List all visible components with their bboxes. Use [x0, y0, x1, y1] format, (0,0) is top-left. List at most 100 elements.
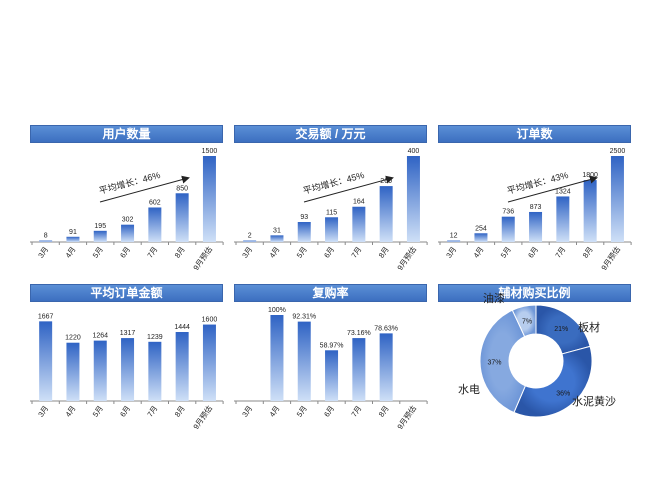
bar: [39, 240, 53, 242]
data-label: 873: [530, 204, 542, 211]
panel-user-count: 用户数量 8 3月 91 4月 195 5月 302 6月 602 7月 850 8月 1500 9月预估…: [30, 125, 224, 272]
slice-label: 21%: [554, 326, 568, 333]
order-count-chart: 123月2544月7365月8736月13247月18008月25009月预估平…: [438, 148, 632, 272]
bar: [325, 217, 339, 242]
bar: [352, 338, 366, 401]
bar: [297, 321, 311, 401]
tick-label: 8月: [173, 245, 187, 260]
bar: [148, 341, 162, 401]
tick-label: 5月: [295, 404, 309, 419]
tick-label: 7月: [145, 404, 159, 419]
trend-arrow: [303, 175, 394, 203]
bar: [66, 342, 80, 401]
panel-title: 辅材购买比例: [438, 284, 631, 302]
panel-avg-order-amount: 平均订单金额 1667 3月 1220 4月 1264 5月 1317 6月 1239 7月 144…: [30, 284, 224, 431]
bar: [93, 230, 107, 242]
panel-title: 交易额 / 万元: [234, 125, 427, 143]
panel-material-ratio: 辅材购买比例 21% 36% 37% 7% 板材 水泥黄沙 水电 油漆: [438, 284, 631, 419]
avg-order-amount-chart: 1667 3月 1220 4月 1264 5月 1317 6月 1239 7月 1444 8月 1600…: [30, 313, 224, 431]
tick-label: 5月: [91, 404, 105, 419]
panel-title: 订单数: [438, 125, 631, 143]
repurchase-rate-chart: 3月 100% 4月 92.31% 5月 58.97% 6月 73.16% 7月 78.63% 8月…: [234, 307, 428, 431]
data-label: 1600: [202, 317, 218, 324]
bar: [121, 224, 135, 242]
tick-label: 9月预估: [191, 244, 215, 272]
tick-label: 3月: [240, 245, 254, 260]
data-label: 1444: [174, 324, 190, 331]
tick-label: 4月: [64, 404, 78, 419]
legend-name: 板材: [578, 320, 600, 334]
bar: [379, 333, 393, 401]
bar: [583, 180, 597, 242]
data-label: 91: [69, 229, 77, 236]
data-label: 1324: [555, 188, 571, 195]
bar: [202, 324, 216, 401]
bar: [406, 156, 420, 242]
panel-title: 复购率: [234, 284, 427, 302]
tick-label: 3月: [36, 404, 50, 419]
data-label: 1500: [202, 148, 218, 155]
bar: [379, 186, 393, 242]
panel-title: 平均订单金额: [30, 284, 223, 302]
tick-label: 8月: [173, 404, 187, 419]
tick-label: 3月: [240, 404, 254, 419]
panel-order-count: 订单数 12 3月 254 4月 736 5月 873 6月 1324 7月 1800 8月 2500 9…: [438, 125, 632, 272]
tick-label: 4月: [268, 404, 282, 419]
data-label: 58.97%: [320, 342, 344, 349]
bar: [447, 240, 461, 242]
tick-label: 3月: [444, 245, 458, 260]
tick-label: 6月: [322, 245, 336, 260]
data-label: 850: [176, 185, 188, 192]
tick-label: 6月: [118, 245, 132, 260]
data-label: 73.16%: [347, 330, 371, 337]
growth-annotation: 平均增长：46%: [98, 169, 162, 196]
bar: [39, 321, 53, 401]
data-label: 100%: [268, 307, 286, 314]
bar: [474, 233, 488, 242]
bar: [243, 240, 257, 242]
bar: [175, 332, 189, 401]
tick-label: 9月预估: [395, 244, 419, 272]
data-label: 1220: [65, 335, 81, 342]
data-label: 2500: [610, 148, 626, 155]
trend-arrow: [99, 175, 190, 203]
data-label: 8: [44, 233, 48, 240]
pie-slice: [479, 309, 527, 414]
data-label: 400: [408, 148, 420, 155]
bar: [148, 207, 162, 242]
tick-label: 7月: [553, 245, 567, 260]
bar: [121, 338, 135, 401]
data-label: 195: [94, 223, 106, 230]
slice-label: 36%: [556, 390, 570, 397]
data-label: 302: [122, 217, 134, 224]
data-label: 254: [475, 225, 487, 232]
data-label: 12: [450, 233, 458, 240]
tick-label: 7月: [349, 245, 363, 260]
tick-label: 8月: [377, 245, 391, 260]
data-label: 164: [353, 199, 365, 206]
tick-label: 9月预估: [599, 244, 623, 272]
data-label: 1239: [147, 334, 163, 341]
data-label: 1800: [582, 172, 598, 179]
data-label: 78.63%: [374, 325, 398, 332]
tick-label: 5月: [499, 245, 513, 260]
tick-label: 6月: [526, 245, 540, 260]
tick-label: 3月: [36, 245, 50, 260]
legend-name: 水电: [458, 383, 480, 396]
data-label: 92.31%: [292, 314, 316, 321]
tick-label: 6月: [118, 404, 132, 419]
tick-label: 5月: [91, 245, 105, 260]
pie-slice: [513, 345, 593, 418]
tick-label: 9月预估: [395, 403, 419, 431]
tick-label: 8月: [581, 245, 595, 260]
bar: [325, 350, 339, 401]
panel-transaction-amount: 交易额 / 万元 2 3月 31 4月 93 5月 115 6月 164 7月 260 8月 400 9月…: [234, 125, 428, 272]
tick-label: 5月: [295, 245, 309, 260]
slice-label: 7%: [522, 318, 532, 325]
panel-repurchase-rate: 复购率 3月 100% 4月 92.31% 5月 58.97% 6月 73.16% 7月 78.6…: [234, 284, 428, 431]
legend-name: 油漆: [483, 291, 505, 305]
data-label: 31: [273, 227, 281, 234]
bar: [529, 211, 543, 242]
bar: [270, 235, 284, 242]
